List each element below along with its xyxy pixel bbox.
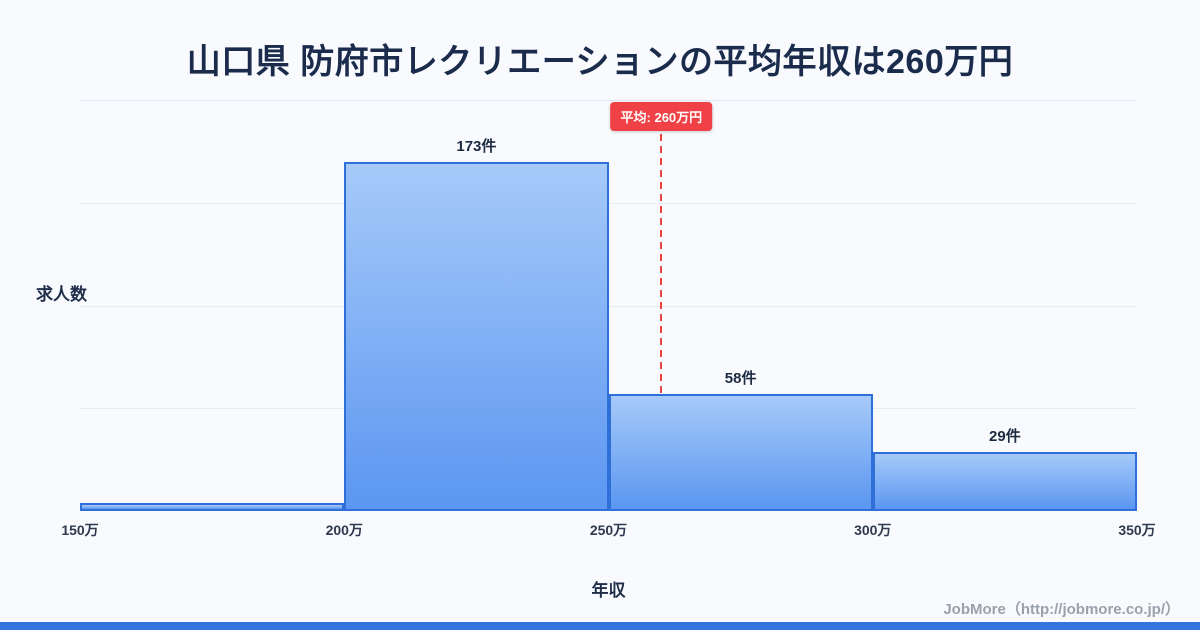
y-axis-label: 求人数 — [36, 285, 87, 304]
bottom-accent-bar — [0, 622, 1200, 630]
average-line — [660, 134, 663, 511]
histogram-bar — [80, 503, 345, 511]
bar-value-label: 29件 — [989, 428, 1021, 445]
x-axis-label: 年収 — [591, 581, 626, 600]
chart-title: 山口県 防府市レクリエーションの平均年収は260万円 — [186, 43, 1014, 81]
x-tick-label: 250万 — [589, 522, 628, 538]
average-badge: 平均: 260万円 — [610, 102, 713, 131]
x-tick-label: 350万 — [1118, 522, 1156, 538]
bar-value-label: 173件 — [456, 138, 497, 155]
gridline — [80, 100, 1137, 101]
x-tick-label: 200万 — [325, 522, 363, 538]
histogram-bar — [344, 162, 609, 511]
gridline — [80, 305, 1137, 307]
footer-credit: JobMore（http://jobmore.co.jp/） — [943, 601, 1180, 618]
histogram-bar — [872, 452, 1137, 511]
histogram-bar — [608, 394, 873, 511]
gridline — [80, 202, 1137, 204]
bar-value-label: 58件 — [724, 370, 757, 387]
plot-area: 平均: 260万円 173件 58件 29件 150万 200万 250万 300万 350万 — [61, 100, 1156, 538]
x-tick-label: 300万 — [854, 522, 892, 538]
x-tick-label: 150万 — [61, 522, 99, 538]
